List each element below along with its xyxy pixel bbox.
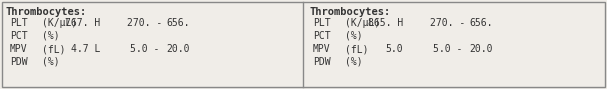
Text: PDW: PDW	[313, 57, 331, 67]
Text: 865. H: 865. H	[368, 18, 403, 28]
Text: MPV: MPV	[10, 44, 28, 54]
Text: Thrombocytes:: Thrombocytes:	[309, 7, 390, 17]
Text: 767. H: 767. H	[65, 18, 100, 28]
Text: PDW: PDW	[10, 57, 28, 67]
Text: MPV: MPV	[313, 44, 331, 54]
Text: 20.0: 20.0	[166, 44, 190, 54]
Text: (fL): (fL)	[42, 44, 66, 54]
Text: (%): (%)	[42, 31, 59, 41]
Text: PCT: PCT	[313, 31, 331, 41]
Text: Thrombocytes:: Thrombocytes:	[6, 7, 87, 17]
Text: 270. -: 270. -	[127, 18, 163, 28]
Text: PLT: PLT	[313, 18, 331, 28]
Text: 4.7 L: 4.7 L	[70, 44, 100, 54]
Text: 20.0: 20.0	[469, 44, 493, 54]
Text: (%): (%)	[345, 57, 362, 67]
Text: (fL): (fL)	[345, 44, 368, 54]
Text: (K/µL): (K/µL)	[42, 18, 77, 28]
Text: (%): (%)	[345, 31, 362, 41]
Text: 656.: 656.	[166, 18, 190, 28]
Text: 5.0 -: 5.0 -	[131, 44, 160, 54]
Text: 5.0: 5.0	[385, 44, 403, 54]
Text: (K/µL): (K/µL)	[345, 18, 380, 28]
Text: 5.0 -: 5.0 -	[433, 44, 463, 54]
Text: PCT: PCT	[10, 31, 28, 41]
Text: (%): (%)	[42, 57, 59, 67]
Text: 270. -: 270. -	[430, 18, 466, 28]
Text: PLT: PLT	[10, 18, 28, 28]
Text: 656.: 656.	[469, 18, 493, 28]
